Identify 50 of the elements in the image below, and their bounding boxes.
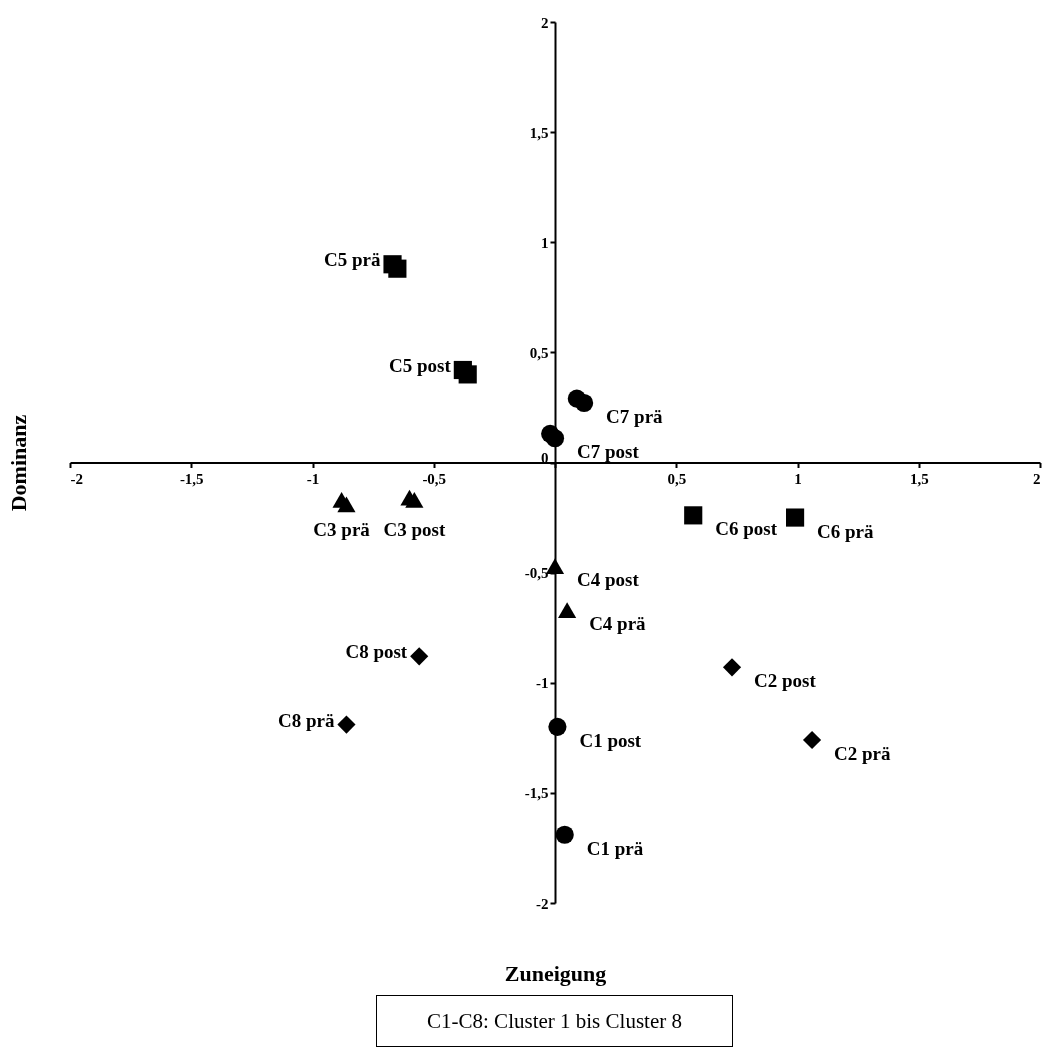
point	[545, 429, 565, 448]
x-tick-label: 1	[794, 471, 802, 487]
point	[722, 658, 742, 677]
x-tick-label: 1,5	[909, 471, 929, 487]
annotation: C2 post	[754, 670, 817, 692]
x-tick-label: 2	[1033, 471, 1041, 487]
x-tick-label: -0,5	[422, 471, 447, 487]
point	[575, 393, 594, 413]
annotation: C1 prä	[586, 837, 644, 859]
y-tick-label: 1	[541, 234, 549, 251]
point	[548, 717, 567, 736]
annotation: C6 prä	[817, 520, 875, 542]
point	[337, 496, 356, 513]
point	[558, 602, 577, 618]
y-tick-label: -1	[536, 675, 549, 692]
y-tick-label: -0,5	[524, 565, 549, 582]
caption-box: C1-C8: Cluster 1 bis Cluster 8	[376, 995, 733, 1047]
annotation: C5 prä	[324, 249, 382, 271]
annotation: C1 post	[579, 729, 642, 751]
annotation: C8 prä	[277, 709, 335, 731]
x-tick-label: -2	[70, 471, 83, 487]
point	[555, 825, 574, 844]
point	[405, 492, 424, 508]
annotation: C4 prä	[589, 613, 647, 635]
annotation: C4 post	[577, 569, 640, 591]
y-tick-label: -1,5	[524, 785, 549, 802]
point	[458, 365, 477, 384]
annotation: C3 post	[383, 518, 446, 540]
y-tick-label: 2	[541, 14, 549, 31]
point	[785, 508, 805, 527]
y-tick-label: 0,5	[529, 344, 549, 361]
y-tick-label: -2	[536, 895, 549, 912]
annotation: C6 post	[715, 518, 778, 540]
annotation: C5 post	[389, 354, 452, 376]
y-axis-title: Dominanz	[5, 414, 31, 512]
point	[410, 647, 429, 666]
point	[684, 506, 703, 525]
y-tick-label: 1,5	[529, 124, 549, 141]
annotation: C2 prä	[834, 743, 892, 765]
annotation: C8 post	[345, 641, 408, 663]
x-axis-title: Zuneigung	[504, 960, 607, 986]
point	[337, 715, 356, 734]
x-tick-label: -1	[306, 471, 320, 487]
point	[388, 259, 407, 278]
x-tick-label: -1,5	[179, 471, 204, 487]
annotation: C7 prä	[606, 406, 664, 428]
annotation: C7 post	[577, 441, 640, 463]
point	[802, 730, 822, 750]
annotation: C3 prä	[313, 518, 371, 540]
x-tick-label: 0,5	[667, 471, 687, 487]
